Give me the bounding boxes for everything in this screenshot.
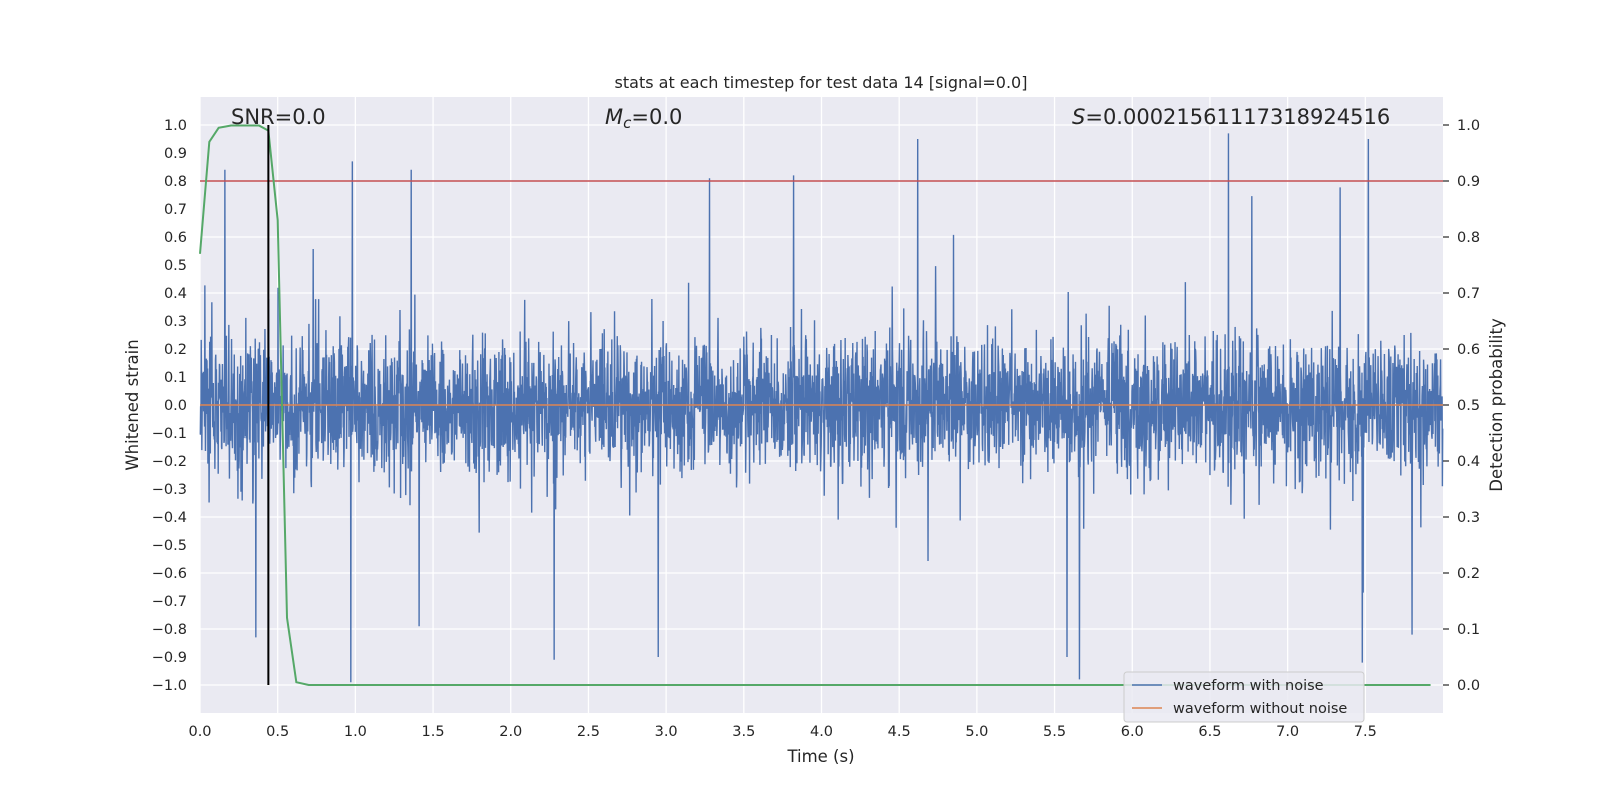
x-tick-label: 7.5 xyxy=(1354,724,1377,740)
x-tick-label: 5.0 xyxy=(965,724,988,740)
x-axis-label: Time (s) xyxy=(786,747,854,766)
y-axis-right-label: Detection probability xyxy=(1487,318,1506,492)
legend: waveform with noise waveform without noi… xyxy=(1123,671,1365,723)
y-right-tick-label: 0.5 xyxy=(1457,398,1480,414)
y-right-tick-label: 0.6 xyxy=(1457,342,1480,358)
y-tick-label: −0.1 xyxy=(152,426,187,442)
chirp-mass-annotation: Mc=0.0 xyxy=(605,105,682,132)
y-right-tick-label: 0.4 xyxy=(1457,454,1480,470)
x-tick-label: 4.0 xyxy=(810,724,833,740)
y-tick-label: −0.2 xyxy=(152,454,187,470)
y-tick-label: −0.7 xyxy=(152,594,187,610)
axis-ticks: 0.0 0.5 1.0 1.5 2.0 2.5 3.0 3.5 4.0 4.5 5.0 5.5 6.0 6… xyxy=(152,118,1480,740)
y-axis-label: Whitened strain xyxy=(123,339,142,470)
x-tick-label: 3.0 xyxy=(655,724,678,740)
y-right-tick-label: 0.8 xyxy=(1457,230,1480,246)
y-right-tick-label: 1.0 xyxy=(1457,118,1480,134)
y-right-tick-label: 0.1 xyxy=(1457,622,1480,638)
x-tick-label: 3.5 xyxy=(732,724,755,740)
y-tick-label: −1.0 xyxy=(152,678,187,694)
y-tick-label: 0.3 xyxy=(164,314,187,330)
y-tick-label: −0.5 xyxy=(152,538,187,554)
x-tick-label: 0.0 xyxy=(188,724,211,740)
x-tick-label: 6.5 xyxy=(1198,724,1221,740)
x-tick-label: 6.0 xyxy=(1121,724,1144,740)
y-tick-label: 0.2 xyxy=(164,342,187,358)
x-tick-label: 1.5 xyxy=(422,724,445,740)
chirp-mass-subscript: c xyxy=(623,114,632,132)
y-right-tick-label: 0.2 xyxy=(1457,566,1480,582)
chirp-mass-symbol: M xyxy=(605,105,623,129)
s-value: =0.00021561117318924516 xyxy=(1085,105,1390,129)
chart-title: stats at each timestep for test data 14 … xyxy=(615,73,1028,92)
x-tick-label: 5.5 xyxy=(1043,724,1066,740)
legend-label-clean: waveform without noise xyxy=(1173,701,1347,717)
s-symbol: S xyxy=(1072,105,1085,129)
y-tick-label: 0.8 xyxy=(164,174,187,190)
x-tick-label: 2.0 xyxy=(499,724,522,740)
plot-area xyxy=(199,124,1444,686)
s-annotation: S=0.00021561117318924516 xyxy=(1072,105,1390,129)
y-tick-label: 0.0 xyxy=(164,398,187,414)
snr-annotation: SNR=0.0 xyxy=(231,105,326,129)
y-tick-label: 0.5 xyxy=(164,258,187,274)
legend-box xyxy=(1123,671,1365,723)
y-tick-label: −0.3 xyxy=(152,482,187,498)
y-right-tick-label: 0.7 xyxy=(1457,286,1480,302)
y-right-tick-label: 0.0 xyxy=(1457,678,1480,694)
y-tick-label: −0.8 xyxy=(152,622,187,638)
y-tick-label: −0.4 xyxy=(152,510,187,526)
y-tick-label: −0.6 xyxy=(152,566,187,582)
y-tick-label: 0.1 xyxy=(164,370,187,386)
y-right-tick-label: 0.9 xyxy=(1457,174,1480,190)
y-tick-label: 0.6 xyxy=(164,230,187,246)
legend-label-noisy: waveform with noise xyxy=(1173,678,1324,694)
series-line-detection-probability xyxy=(199,124,1431,686)
y-tick-label: 0.4 xyxy=(164,286,187,302)
x-tick-label: 0.5 xyxy=(266,724,289,740)
y-tick-label: −0.9 xyxy=(152,650,187,666)
x-tick-label: 1.0 xyxy=(344,724,367,740)
chirp-mass-value: =0.0 xyxy=(631,105,682,129)
x-tick-label: 4.5 xyxy=(888,724,911,740)
y-tick-label: 0.7 xyxy=(164,202,187,218)
x-tick-label: 7.0 xyxy=(1276,724,1299,740)
y-right-tick-label: 0.3 xyxy=(1457,510,1480,526)
y-tick-label: 0.9 xyxy=(164,146,187,162)
x-tick-label: 2.5 xyxy=(577,724,600,740)
series-line-waveform-with-noise xyxy=(199,133,1444,683)
y-tick-label: 1.0 xyxy=(164,118,187,134)
